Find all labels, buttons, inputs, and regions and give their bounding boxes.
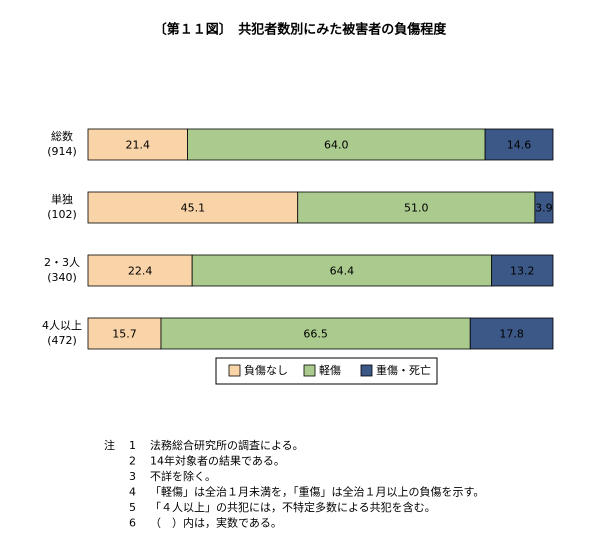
bar-segment bbox=[469, 317, 554, 350]
category-label: 総数 bbox=[51, 129, 73, 143]
category-count: (472) bbox=[47, 334, 77, 347]
value-label: 21.4 bbox=[126, 139, 151, 152]
note-number: 3 bbox=[129, 470, 136, 483]
legend-box bbox=[215, 357, 438, 385]
note-number: 2 bbox=[129, 455, 136, 468]
note-text: 「軽傷」は全治１月未満を，「重傷」は全治１月以上の負傷を示す。 bbox=[150, 485, 484, 499]
value-label: 64.4 bbox=[330, 265, 355, 278]
legend-label: 軽傷 bbox=[319, 363, 341, 377]
legend-swatch bbox=[360, 364, 373, 377]
value-label: 14.6 bbox=[507, 139, 532, 152]
value-label: 66.5 bbox=[303, 328, 328, 341]
chart-title: 〔第１１図〕 共犯者数別にみた被害者の負傷程度 bbox=[154, 22, 448, 38]
value-label: 22.4 bbox=[128, 265, 153, 278]
note-text: 不詳を除く。 bbox=[150, 469, 216, 483]
legend-label: 負傷なし bbox=[244, 363, 288, 377]
legend-swatch bbox=[303, 364, 316, 377]
note-text: 14年対象者の結果である。 bbox=[150, 454, 285, 468]
notes-label: 注 bbox=[104, 438, 115, 452]
bar-segment bbox=[191, 254, 493, 287]
bar-segment bbox=[484, 128, 554, 161]
note-text: 法務総合研究所の調査による。 bbox=[150, 438, 304, 452]
note-number: 5 bbox=[129, 501, 136, 514]
bar-segment bbox=[297, 191, 536, 224]
bar-segment bbox=[87, 191, 299, 224]
value-label: 13.2 bbox=[510, 265, 535, 278]
legend-swatch bbox=[228, 364, 241, 377]
legend-label: 重傷・死亡 bbox=[376, 363, 431, 377]
note-number: 1 bbox=[129, 439, 136, 452]
note-number: 4 bbox=[129, 486, 136, 499]
bar-segment bbox=[87, 317, 162, 350]
value-label: 51.0 bbox=[404, 202, 429, 215]
bar-segment bbox=[87, 128, 188, 161]
bar-segment bbox=[87, 254, 193, 287]
note-text: （ ）内は，実数である。 bbox=[150, 516, 282, 530]
bar-segment bbox=[491, 254, 554, 287]
category-count: (340) bbox=[47, 271, 77, 284]
category-label: 単独 bbox=[51, 192, 73, 206]
value-label: 15.7 bbox=[112, 328, 137, 341]
category-count: (914) bbox=[47, 145, 77, 158]
category-label: 2・3人 bbox=[44, 256, 80, 269]
value-label: 3.9 bbox=[535, 202, 553, 215]
value-label: 45.1 bbox=[181, 202, 206, 215]
category-count: (102) bbox=[47, 208, 77, 221]
value-label: 17.8 bbox=[499, 328, 524, 341]
category-label: 4人以上 bbox=[42, 319, 82, 332]
note-number: 6 bbox=[129, 517, 136, 530]
value-label: 64.0 bbox=[324, 139, 349, 152]
bar-segment bbox=[187, 128, 486, 161]
note-text: 「４人以上」の共犯には，不特定多数による共犯を含む。 bbox=[150, 500, 436, 514]
bar-segment bbox=[534, 191, 554, 224]
